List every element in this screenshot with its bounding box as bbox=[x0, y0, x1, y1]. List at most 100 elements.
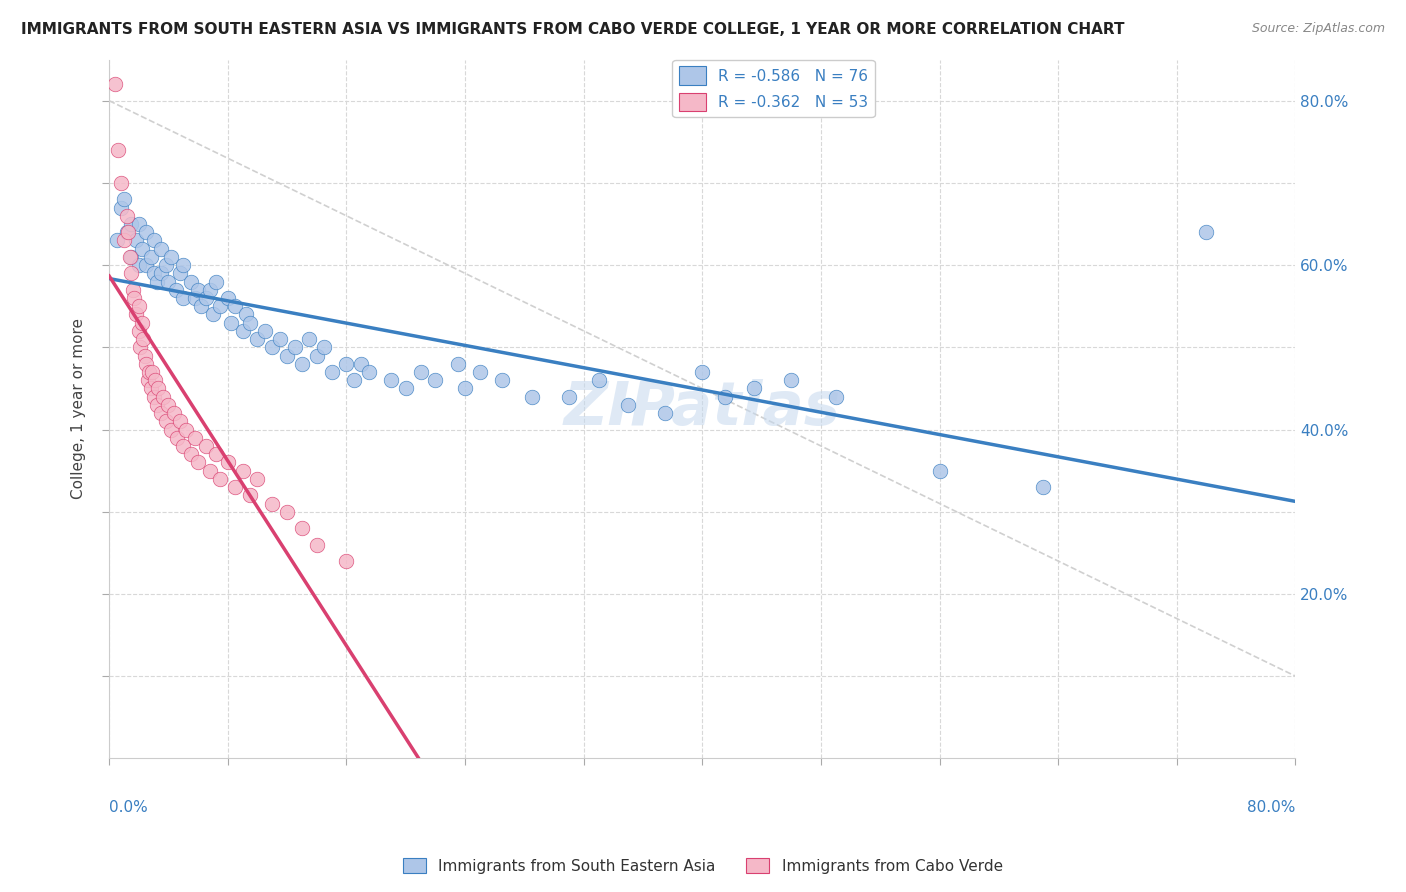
Point bbox=[145, 398, 167, 412]
Legend: Immigrants from South Eastern Asia, Immigrants from Cabo Verde: Immigrants from South Eastern Asia, Immi… bbox=[398, 852, 1008, 880]
Point bbox=[824, 390, 846, 404]
Point bbox=[654, 406, 676, 420]
Point bbox=[713, 390, 735, 404]
Point bbox=[617, 398, 640, 412]
Point bbox=[305, 538, 328, 552]
Point bbox=[780, 373, 803, 387]
Point bbox=[446, 357, 468, 371]
Point bbox=[184, 431, 207, 445]
Point bbox=[112, 234, 135, 248]
Text: Source: ZipAtlas.com: Source: ZipAtlas.com bbox=[1251, 22, 1385, 36]
Point bbox=[262, 496, 284, 510]
Point bbox=[194, 291, 217, 305]
Point bbox=[209, 299, 232, 313]
Point bbox=[120, 266, 142, 280]
Point bbox=[136, 373, 159, 387]
Point bbox=[150, 242, 173, 256]
Point bbox=[129, 340, 152, 354]
Point bbox=[169, 266, 191, 280]
Point bbox=[117, 225, 139, 239]
Point bbox=[468, 365, 491, 379]
Point bbox=[135, 357, 157, 371]
Point bbox=[135, 225, 157, 239]
Point bbox=[180, 447, 202, 461]
Point bbox=[187, 455, 209, 469]
Point bbox=[138, 365, 160, 379]
Point bbox=[425, 373, 447, 387]
Point bbox=[157, 275, 180, 289]
Point bbox=[198, 464, 221, 478]
Point bbox=[128, 258, 150, 272]
Point bbox=[150, 406, 173, 420]
Point bbox=[262, 340, 284, 354]
Point bbox=[142, 266, 165, 280]
Point bbox=[232, 464, 254, 478]
Point bbox=[298, 332, 321, 346]
Point bbox=[692, 365, 714, 379]
Point bbox=[246, 332, 269, 346]
Point bbox=[145, 275, 167, 289]
Point bbox=[131, 316, 153, 330]
Point bbox=[269, 332, 291, 346]
Point bbox=[194, 439, 217, 453]
Point bbox=[125, 234, 148, 248]
Point bbox=[128, 324, 150, 338]
Point bbox=[239, 316, 262, 330]
Text: 80.0%: 80.0% bbox=[1247, 800, 1295, 815]
Point bbox=[321, 365, 343, 379]
Point bbox=[180, 275, 202, 289]
Point bbox=[134, 349, 156, 363]
Point bbox=[283, 340, 305, 354]
Point bbox=[172, 258, 194, 272]
Point bbox=[454, 381, 477, 395]
Point bbox=[146, 381, 169, 395]
Point bbox=[588, 373, 610, 387]
Point bbox=[209, 472, 232, 486]
Point bbox=[558, 390, 581, 404]
Point bbox=[205, 447, 228, 461]
Point bbox=[128, 217, 150, 231]
Text: ZIPatlas: ZIPatlas bbox=[564, 379, 841, 439]
Point bbox=[139, 381, 162, 395]
Point bbox=[350, 357, 373, 371]
Point bbox=[201, 308, 224, 322]
Point bbox=[163, 406, 186, 420]
Point bbox=[124, 291, 146, 305]
Point bbox=[409, 365, 432, 379]
Point bbox=[198, 283, 221, 297]
Point bbox=[110, 176, 132, 190]
Point bbox=[142, 234, 165, 248]
Point bbox=[122, 283, 145, 297]
Point bbox=[172, 291, 194, 305]
Point bbox=[291, 357, 314, 371]
Point bbox=[305, 349, 328, 363]
Point bbox=[187, 283, 209, 297]
Point bbox=[520, 390, 543, 404]
Text: 0.0%: 0.0% bbox=[110, 800, 148, 815]
Point bbox=[395, 381, 418, 395]
Point bbox=[291, 521, 314, 535]
Point bbox=[118, 250, 141, 264]
Point bbox=[217, 455, 239, 469]
Point bbox=[166, 431, 188, 445]
Point bbox=[335, 554, 357, 568]
Point bbox=[235, 308, 257, 322]
Point bbox=[120, 217, 142, 231]
Point bbox=[120, 250, 142, 264]
Point bbox=[160, 250, 183, 264]
Point bbox=[1032, 480, 1054, 494]
Point bbox=[224, 299, 246, 313]
Point bbox=[142, 390, 165, 404]
Point bbox=[165, 283, 187, 297]
Point bbox=[224, 480, 246, 494]
Point bbox=[335, 357, 357, 371]
Point bbox=[169, 414, 191, 428]
Point bbox=[110, 201, 132, 215]
Point bbox=[253, 324, 276, 338]
Point bbox=[160, 423, 183, 437]
Point bbox=[107, 143, 129, 157]
Point bbox=[152, 390, 174, 404]
Point bbox=[205, 275, 228, 289]
Point bbox=[143, 373, 166, 387]
Point bbox=[219, 316, 242, 330]
